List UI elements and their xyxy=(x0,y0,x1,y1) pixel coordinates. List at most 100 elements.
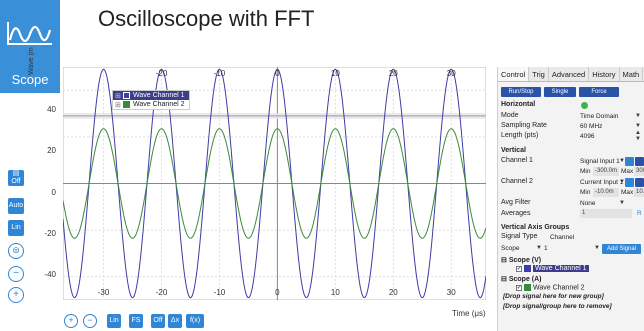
auto-scale-toggle[interactable]: Auto xyxy=(8,198,24,214)
zoom-fit-icon: ⊜ xyxy=(12,245,20,255)
checkbox-checked-icon[interactable]: ✔ xyxy=(516,284,522,291)
channel-2-settings-button[interactable] xyxy=(635,178,644,187)
tab-trig[interactable]: Trig xyxy=(529,67,549,81)
single-button[interactable]: Single xyxy=(544,87,576,97)
x-zoom-out-button[interactable]: − xyxy=(83,314,97,328)
y-tick-label: 0 xyxy=(51,188,56,197)
legend-item-channel-2[interactable]: ⊞ Wave Channel 2 xyxy=(113,100,189,109)
x-tick-label-bottom: -20 xyxy=(155,288,168,297)
y-tick-label: 40 xyxy=(47,105,56,114)
x-full-scale-toggle[interactable]: FS xyxy=(129,314,143,328)
app-logo: Scope xyxy=(0,0,60,93)
ch2-min-field[interactable]: -10.0m xyxy=(593,188,619,197)
cursor-math-button[interactable]: f(x) xyxy=(186,314,204,328)
grid-off-icon: ▤ xyxy=(12,170,20,177)
tree-item-channel-2[interactable]: ✔ Wave Channel 2 xyxy=(516,284,585,291)
ch1-min-field[interactable]: -300.0m xyxy=(593,167,619,176)
collapse-icon[interactable]: ⊟ xyxy=(501,276,507,283)
tab-control[interactable]: Control xyxy=(498,67,530,81)
x-tick-label-bottom: 30 xyxy=(446,288,456,297)
ch2-max-field[interactable]: 10.0m xyxy=(634,188,644,197)
tab-history[interactable]: History xyxy=(589,67,620,81)
x-zoom-in-button[interactable]: + xyxy=(64,314,78,328)
legend-item-channel-1[interactable]: ⊞ Wave Channel 1 xyxy=(113,91,189,100)
index-select[interactable]: 1 xyxy=(544,245,548,252)
averages-label: Averages xyxy=(501,210,531,217)
tree-group-scope-v[interactable]: ⊟ Scope (V) xyxy=(501,256,541,264)
zoom-out-icon: − xyxy=(13,268,19,279)
tab-math[interactable]: Math xyxy=(620,67,644,81)
zoom-in-icon: + xyxy=(68,315,74,325)
horizontal-heading: Horizontal xyxy=(501,101,536,108)
drop-new-group-zone[interactable]: [Drop signal here for new group] xyxy=(503,293,604,300)
mode-select[interactable]: Time Domain xyxy=(580,113,619,120)
channel-2-select[interactable]: Current Input 1 xyxy=(580,179,624,186)
force-button[interactable]: Force xyxy=(579,87,619,97)
channel-2-color-button[interactable] xyxy=(625,178,634,187)
zoom-out-icon: − xyxy=(87,315,93,325)
averages-field[interactable]: 1 xyxy=(580,209,632,218)
run-stop-button[interactable]: Run/Stop xyxy=(501,87,541,97)
linear-scale-label: Lin xyxy=(109,317,119,324)
panel-tabs: Control Trig Advanced History Math xyxy=(498,67,644,82)
channel-2-swatch xyxy=(123,101,130,108)
avg-filter-select[interactable]: None xyxy=(580,200,596,207)
sampling-rate-label: Sampling Rate xyxy=(501,122,547,129)
x-linear-toggle[interactable]: Lin xyxy=(107,314,121,328)
spinner-icon[interactable]: ▲ ▼ xyxy=(635,130,641,142)
legend-label: Wave Channel 1 xyxy=(133,92,185,99)
tab-advanced[interactable]: Advanced xyxy=(549,67,590,81)
cursor-delta-button[interactable]: Δx xyxy=(168,314,182,328)
checkbox-checked-icon[interactable]: ✔ xyxy=(516,265,522,272)
tree-group-scope-a[interactable]: ⊟ Scope (A) xyxy=(501,275,542,283)
linear-scale-label: Lin xyxy=(11,224,21,231)
tree-item-label: Wave Channel 1 xyxy=(533,265,589,273)
collapse-icon[interactable]: ⊟ xyxy=(501,257,507,264)
channel-1-color-button[interactable] xyxy=(625,157,634,166)
group-label: Scope (V) xyxy=(508,257,542,264)
x-tick-label-top: -20 xyxy=(155,69,168,78)
avg-filter-label: Avg Filter xyxy=(501,199,531,206)
axis-groups-heading: Vertical Axis Groups xyxy=(501,224,570,231)
x-grid-off-toggle[interactable]: Off xyxy=(151,314,165,328)
linear-scale-toggle[interactable]: Lin xyxy=(8,220,24,236)
x-tick-label-top: 30 xyxy=(446,69,456,78)
scope-select[interactable]: Scope xyxy=(501,245,520,252)
zoom-fit-button[interactable]: ⊜ xyxy=(8,243,24,259)
sampling-rate-select[interactable]: 60 MHz xyxy=(580,123,603,130)
grid-off-label: Off xyxy=(153,317,163,324)
logo-label: Scope xyxy=(11,72,49,87)
auto-scale-label: Auto xyxy=(8,202,24,209)
channel-1-settings-button[interactable] xyxy=(635,157,644,166)
dropdown-arrow-icon: ▼ xyxy=(635,123,641,129)
ch1-max-field[interactable]: 300.0m xyxy=(634,167,644,176)
zoom-out-button[interactable]: − xyxy=(8,266,24,282)
channel-1-label: Channel 1 xyxy=(501,157,533,164)
dropdown-arrow-icon: ▼ xyxy=(536,245,542,251)
zoom-in-button[interactable]: + xyxy=(8,287,24,303)
series-line-channel-1 xyxy=(63,68,486,299)
length-input[interactable]: 4096 xyxy=(580,133,595,140)
series-line-channel-2 xyxy=(63,128,486,239)
group-label: Scope (A) xyxy=(508,276,542,283)
channel-2-label: Channel 2 xyxy=(501,178,533,185)
add-signal-button[interactable]: Add Signal xyxy=(602,244,641,254)
x-axis-label: Time (μs) xyxy=(452,309,486,318)
expand-icon: ⊞ xyxy=(115,101,121,109)
x-tick-label-bottom: 0 xyxy=(275,288,280,297)
channel-2-swatch xyxy=(524,284,531,291)
expand-icon: ⊞ xyxy=(115,92,121,100)
averages-reset-button[interactable]: R xyxy=(637,210,642,217)
grid-off-toggle[interactable]: ▤ Off xyxy=(8,170,24,186)
channel-1-select[interactable]: Signal Input 1 xyxy=(580,158,620,165)
x-tick-label-top: 0 xyxy=(275,69,280,78)
plot-legend[interactable]: ⊞ Wave Channel 1 ⊞ Wave Channel 2 xyxy=(112,90,190,110)
x-tick-label-top: 20 xyxy=(388,69,398,78)
x-tick-label-top: 10 xyxy=(330,69,340,78)
control-panel: Control Trig Advanced History Math Run/S… xyxy=(497,67,644,331)
drop-remove-zone[interactable]: [Drop signal/group here to remove] xyxy=(503,303,612,310)
legend-label: Wave Channel 2 xyxy=(133,101,185,108)
tree-item-channel-1[interactable]: ✔ Wave Channel 1 xyxy=(516,265,589,273)
x-tick-label-bottom: 10 xyxy=(330,288,340,297)
ch2-min-label: Min xyxy=(580,189,591,196)
